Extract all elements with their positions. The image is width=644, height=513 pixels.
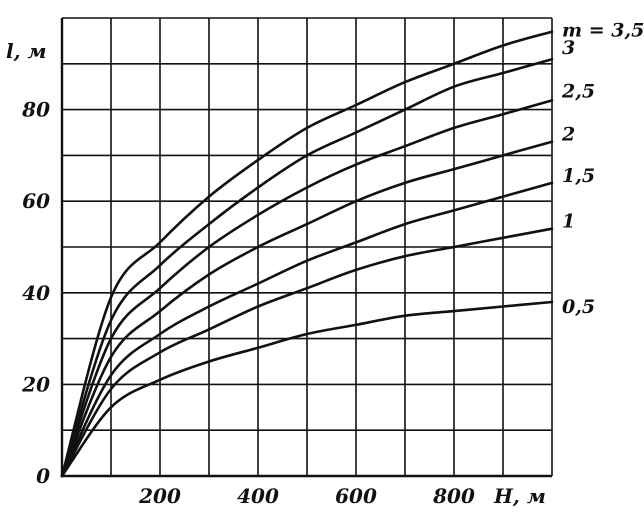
x-tick-label: 800 (432, 484, 475, 508)
curves (60, 30, 554, 478)
series-label: 2 (561, 124, 575, 146)
series-label: 0,5 (562, 296, 595, 318)
series-curve (60, 300, 554, 478)
axes (60, 18, 552, 478)
series-curve (60, 30, 554, 478)
x-axis-label: H, м (493, 484, 546, 508)
series-curve (60, 99, 554, 478)
y-tick-label: 0 (36, 464, 50, 488)
x-tick-label: 600 (335, 484, 377, 508)
y-tick-label: 20 (21, 372, 50, 396)
series-curve (60, 57, 554, 478)
series-label: m = 3,5 (562, 20, 644, 42)
x-tick-label: 200 (138, 484, 181, 508)
x-tick-label: 400 (237, 484, 279, 508)
y-axis-label: l, м (6, 39, 47, 63)
series-labels: m = 3,53 2,5 2 1,5 1 0,5 (561, 20, 644, 318)
series-curve (60, 140, 554, 478)
series-label: 1 (562, 211, 575, 233)
tick-labels: 200 400 600 800 0 20 40 60 80 (21, 98, 475, 508)
series-label: 2,5 (561, 80, 595, 102)
series-curve (60, 227, 554, 478)
y-tick-label: 60 (22, 189, 50, 213)
y-tick-label: 40 (22, 281, 50, 305)
series-label: 1,5 (562, 165, 595, 187)
series-label: 3 (562, 37, 575, 59)
series-curve (60, 181, 554, 478)
y-tick-label: 80 (21, 98, 50, 122)
grid (62, 17, 553, 476)
